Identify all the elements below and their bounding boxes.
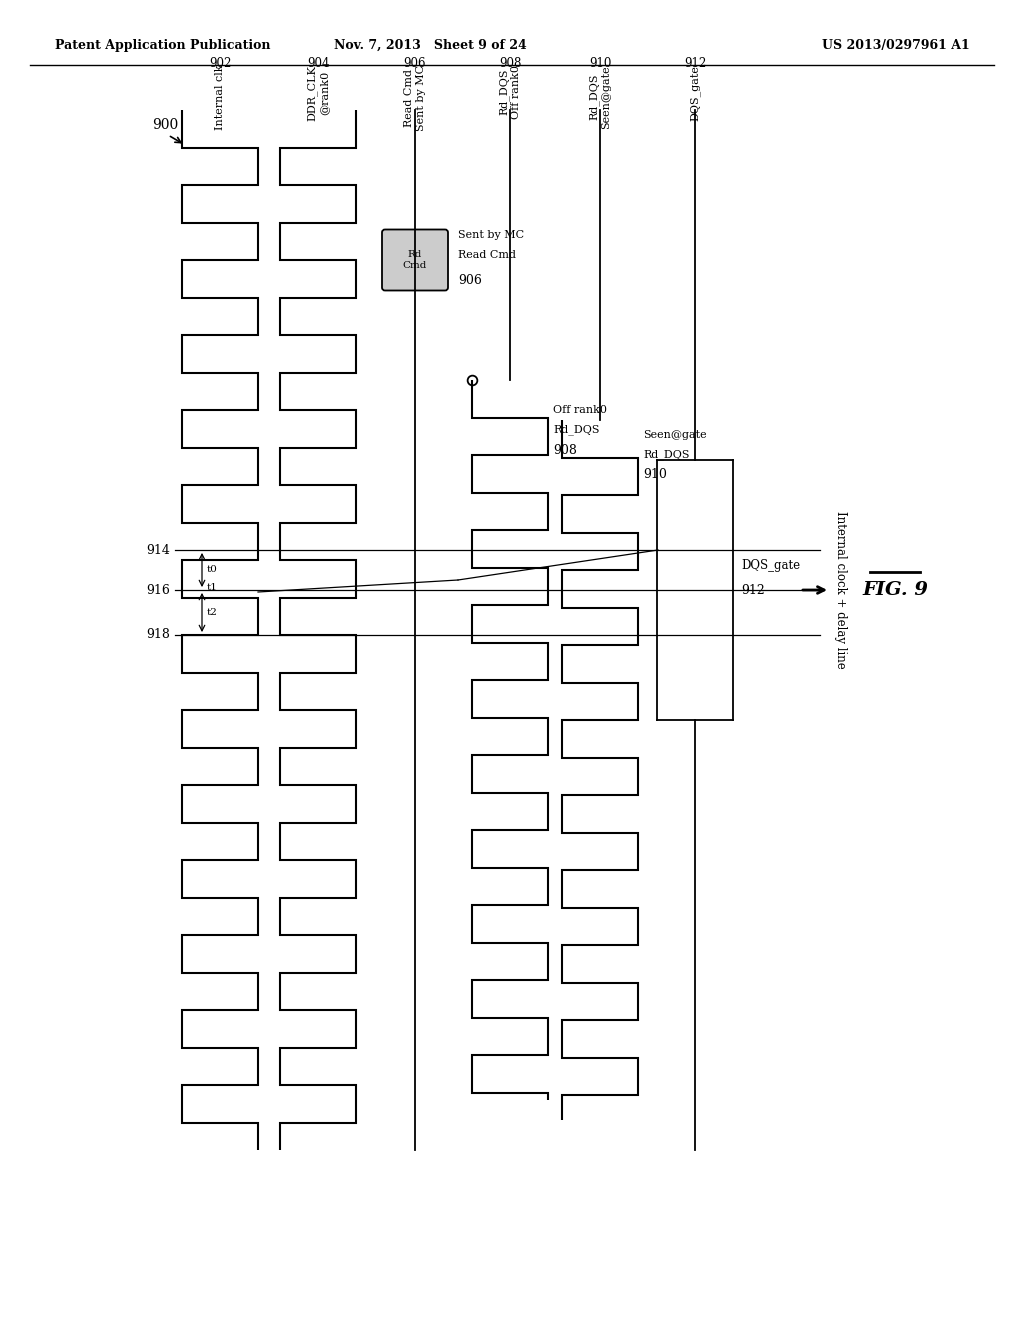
- Text: 916: 916: [146, 583, 170, 597]
- Text: 900: 900: [152, 117, 178, 132]
- Text: US 2013/0297961 A1: US 2013/0297961 A1: [822, 38, 970, 51]
- Text: FIG. 9: FIG. 9: [862, 581, 928, 599]
- Text: 910: 910: [643, 469, 667, 482]
- Text: 902: 902: [209, 57, 231, 70]
- Text: t2: t2: [207, 609, 218, 616]
- Text: Patent Application Publication: Patent Application Publication: [55, 38, 270, 51]
- Text: 914: 914: [146, 544, 170, 557]
- Text: Sent by MC: Sent by MC: [458, 230, 524, 240]
- Text: 912: 912: [741, 583, 765, 597]
- Text: 918: 918: [146, 628, 170, 642]
- Text: Internal clk: Internal clk: [215, 65, 225, 131]
- Text: Rd
Cmd: Rd Cmd: [402, 251, 427, 269]
- Text: Seen@gate: Seen@gate: [643, 430, 707, 440]
- Text: 912: 912: [684, 57, 707, 70]
- Text: Internal clock + delay line: Internal clock + delay line: [834, 511, 847, 669]
- Text: 906: 906: [403, 57, 426, 70]
- Text: Read Cmd: Read Cmd: [458, 249, 516, 260]
- Text: 908: 908: [499, 57, 521, 70]
- Text: 906: 906: [458, 273, 482, 286]
- Text: Nov. 7, 2013   Sheet 9 of 24: Nov. 7, 2013 Sheet 9 of 24: [334, 38, 526, 51]
- Text: Rd_DQS: Rd_DQS: [643, 450, 689, 461]
- Text: Off rank0: Off rank0: [553, 405, 607, 414]
- Text: t0: t0: [207, 565, 218, 574]
- Text: 908: 908: [553, 444, 577, 457]
- Text: DQS_gate: DQS_gate: [689, 65, 700, 121]
- Text: t1: t1: [207, 582, 218, 591]
- FancyBboxPatch shape: [382, 230, 449, 290]
- Text: DDR_CLK
@rank0: DDR_CLK @rank0: [307, 65, 329, 121]
- Text: Rd_DQS
Seen@gate: Rd_DQS Seen@gate: [589, 65, 611, 128]
- Text: DQS_gate: DQS_gate: [741, 558, 800, 572]
- Text: Rd_DQS
Off rank0: Rd_DQS Off rank0: [499, 65, 521, 119]
- Text: 904: 904: [307, 57, 330, 70]
- Text: Rd_DQS: Rd_DQS: [553, 425, 599, 436]
- Text: 910: 910: [589, 57, 611, 70]
- Text: Read Cmd
Sent by MC: Read Cmd Sent by MC: [404, 65, 426, 131]
